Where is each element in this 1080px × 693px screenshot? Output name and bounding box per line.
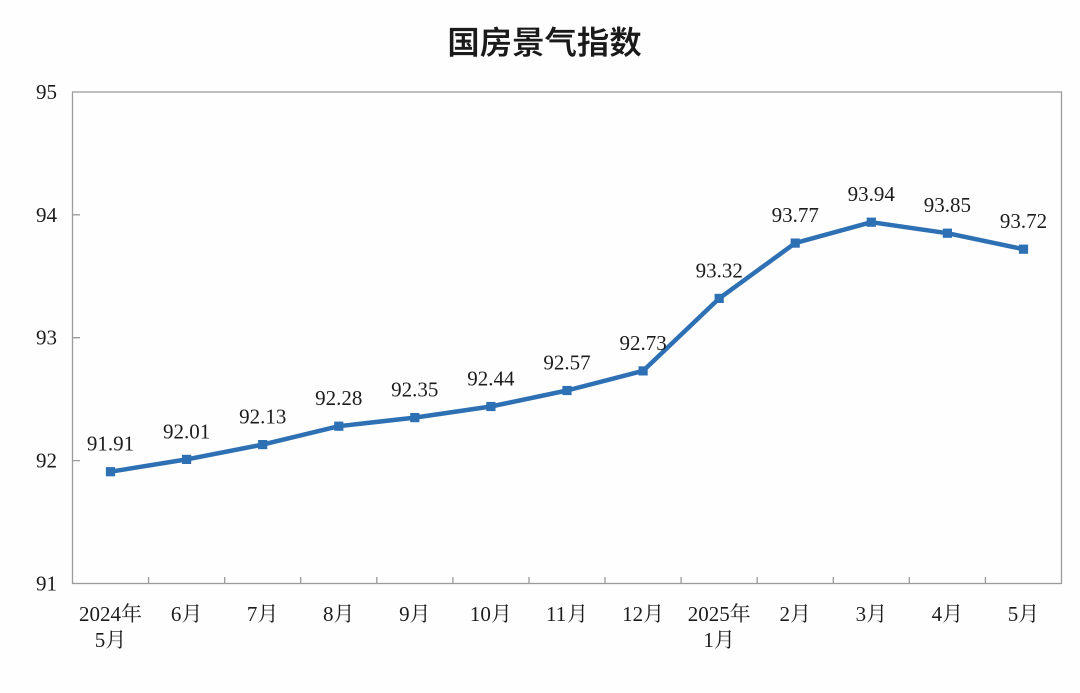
svg-text:6: 6	[171, 602, 182, 626]
svg-text:1: 1	[703, 628, 714, 652]
svg-text:92.13: 92.13	[239, 405, 286, 429]
svg-text:93.32: 93.32	[696, 258, 743, 282]
svg-text:93.72: 93.72	[1000, 209, 1047, 233]
svg-text:4: 4	[932, 602, 943, 626]
svg-text:2: 2	[780, 602, 791, 626]
svg-text:12: 12	[622, 602, 643, 626]
svg-text:92.73: 92.73	[619, 331, 666, 355]
svg-text:10: 10	[470, 602, 491, 626]
svg-text:92.28: 92.28	[315, 386, 362, 410]
svg-text:92.57: 92.57	[543, 351, 590, 375]
svg-text:93.85: 93.85	[924, 193, 971, 217]
svg-text:95: 95	[36, 80, 57, 104]
svg-text:93.77: 93.77	[772, 203, 819, 227]
svg-text:3: 3	[856, 602, 867, 626]
svg-text:9: 9	[399, 602, 410, 626]
svg-text:7: 7	[247, 602, 258, 626]
svg-text:5: 5	[1008, 602, 1019, 626]
svg-text:92: 92	[36, 449, 57, 473]
svg-text:94: 94	[36, 203, 58, 227]
svg-text:8: 8	[323, 602, 334, 626]
svg-text:93: 93	[36, 326, 57, 350]
svg-text:93.94: 93.94	[848, 182, 896, 206]
svg-text:92.01: 92.01	[163, 419, 210, 443]
svg-text:2024: 2024	[79, 602, 122, 626]
svg-text:5: 5	[95, 628, 106, 652]
svg-text:92.44: 92.44	[467, 367, 515, 391]
svg-text:91: 91	[36, 572, 57, 596]
svg-text:92.35: 92.35	[391, 378, 438, 402]
svg-text:11: 11	[546, 602, 566, 626]
svg-text:91.91: 91.91	[87, 432, 134, 456]
svg-text:2025: 2025	[688, 602, 730, 626]
